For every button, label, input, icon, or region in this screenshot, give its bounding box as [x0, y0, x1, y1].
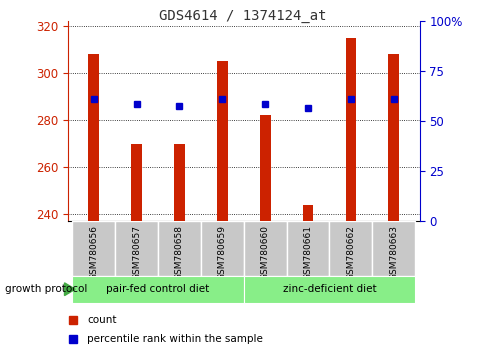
Bar	[216, 61, 227, 221]
Bar	[243, 276, 414, 303]
Text: pair-fed control diet: pair-fed control diet	[106, 284, 209, 295]
Bar	[286, 221, 329, 276]
Bar	[302, 205, 313, 221]
Text: GSM780660: GSM780660	[260, 225, 269, 280]
Polygon shape	[64, 283, 75, 296]
Text: GSM780662: GSM780662	[346, 225, 355, 280]
Bar	[345, 38, 356, 221]
Bar	[88, 54, 99, 221]
Bar	[259, 115, 270, 221]
Text: GDS4614 / 1374124_at: GDS4614 / 1374124_at	[158, 9, 326, 23]
Bar	[72, 276, 243, 303]
Bar	[115, 221, 158, 276]
Bar	[372, 221, 414, 276]
Bar	[174, 144, 184, 221]
Text: GSM780657: GSM780657	[132, 225, 141, 280]
Text: count: count	[87, 315, 117, 325]
Bar	[329, 221, 372, 276]
Text: GSM780661: GSM780661	[303, 225, 312, 280]
Text: GSM780658: GSM780658	[175, 225, 183, 280]
Bar	[158, 221, 200, 276]
Text: growth protocol: growth protocol	[5, 284, 87, 294]
Bar	[243, 221, 286, 276]
Bar	[131, 144, 142, 221]
Text: GSM780663: GSM780663	[389, 225, 397, 280]
Bar	[388, 54, 398, 221]
Bar	[200, 221, 243, 276]
Text: zinc-deficient diet: zinc-deficient diet	[282, 284, 376, 295]
Text: GSM780656: GSM780656	[89, 225, 98, 280]
Bar	[72, 221, 115, 276]
Text: percentile rank within the sample: percentile rank within the sample	[87, 334, 263, 344]
Text: GSM780659: GSM780659	[217, 225, 227, 280]
